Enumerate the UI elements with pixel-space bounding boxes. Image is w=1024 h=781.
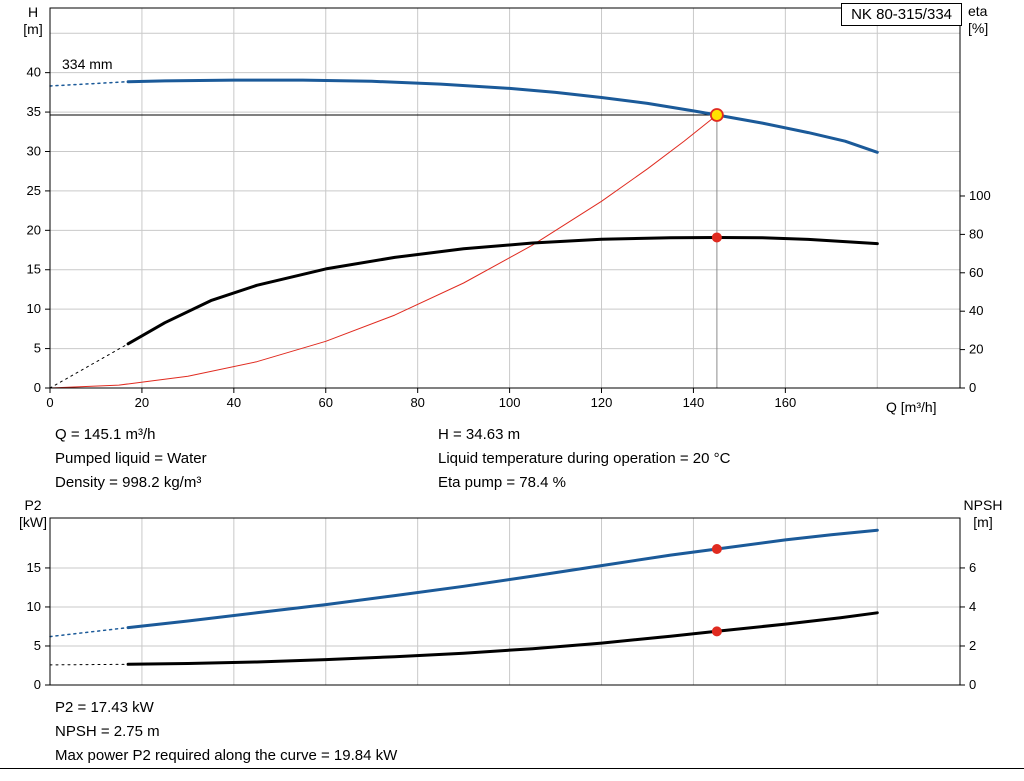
eta-point bbox=[711, 232, 722, 243]
p2-curve-dashed bbox=[49, 626, 129, 638]
y-tick-label: 30 bbox=[27, 143, 41, 158]
plot-frame bbox=[49, 517, 961, 686]
y2-tick-label: 100 bbox=[969, 188, 991, 203]
head-value-line: H = 34.63 m bbox=[438, 426, 521, 443]
y2-tick-label: 2 bbox=[969, 638, 976, 653]
plot-frame bbox=[49, 7, 961, 389]
y-tick-label: 0 bbox=[34, 380, 41, 395]
hq-eta-chart: 0 20 40 60 80 100 120 140 160 0 5 10 15 20 25 30 35 40 0 20… bbox=[27, 7, 991, 410]
npsh-axis-label: NPSH [m] bbox=[958, 497, 1008, 531]
npsh-axis-unit: [m] bbox=[973, 514, 993, 530]
density-line: Density = 998.2 kg/m³ bbox=[55, 474, 202, 491]
impeller-diameter-label: 334 mm bbox=[62, 56, 113, 72]
y2-tick-label: 6 bbox=[969, 560, 976, 575]
p2-curve bbox=[126, 528, 879, 630]
y-tick-label: 10 bbox=[27, 301, 41, 316]
x-tick-label: 100 bbox=[499, 395, 521, 410]
head-curve-dashed bbox=[49, 80, 129, 87]
pump-model-badge: NK 80-315/334 bbox=[841, 3, 962, 26]
duty-info-left-column: Q = 145.1 m³/h Pumped liquid = Water Den… bbox=[55, 423, 207, 495]
power-info-column: P2 = 17.43 kW NPSH = 2.75 m Max power P2… bbox=[55, 696, 397, 768]
duty-point bbox=[709, 108, 724, 122]
npsh-curve-dashed bbox=[49, 663, 129, 666]
y2-tick-label: 80 bbox=[969, 226, 983, 241]
power-axis-symbol: P2 bbox=[24, 497, 42, 513]
p2-npsh-chart: 0 5 10 15 0 2 4 6 bbox=[27, 517, 976, 692]
max-power-line: Max power P2 required along the curve = … bbox=[55, 747, 398, 764]
eta-curve-dashed bbox=[49, 343, 129, 389]
eta-pump-line: Eta pump = 78.4 % bbox=[438, 474, 566, 491]
system-curve bbox=[49, 114, 718, 389]
y2-tick-label: 20 bbox=[969, 342, 983, 357]
y-tick-label: 25 bbox=[27, 183, 41, 198]
temperature-line: Liquid temperature during operation = 20… bbox=[438, 450, 731, 467]
y-tick-label: 0 bbox=[34, 677, 41, 692]
head-axis-unit: [m] bbox=[23, 21, 43, 37]
eta-axis-label: eta [%] bbox=[968, 3, 1008, 37]
y2-tick-label: 4 bbox=[969, 599, 976, 614]
npsh-value-line: NPSH = 2.75 m bbox=[55, 723, 160, 740]
flow-axis-label: Q [m³/h] bbox=[886, 399, 937, 415]
eta-axis-symbol: eta bbox=[968, 3, 988, 19]
y-tick-label: 5 bbox=[34, 341, 41, 356]
y-tick-label: 15 bbox=[27, 560, 41, 575]
x-tick-label: 80 bbox=[410, 395, 424, 410]
npsh-curve bbox=[126, 611, 879, 666]
y-tick-label: 5 bbox=[34, 638, 41, 653]
y2-tick-label: 40 bbox=[969, 303, 983, 318]
x-tick-label: 60 bbox=[319, 395, 333, 410]
x-tick-label: 160 bbox=[775, 395, 797, 410]
y-tick-label: 20 bbox=[27, 222, 41, 237]
power-axis-unit: [kW] bbox=[19, 514, 47, 530]
y-tick-label: 15 bbox=[27, 262, 41, 277]
npsh-point bbox=[711, 626, 722, 637]
npsh-axis-symbol: NPSH bbox=[963, 497, 1003, 513]
p2-value-line: P2 = 17.43 kW bbox=[55, 699, 154, 716]
x-tick-label: 120 bbox=[591, 395, 613, 410]
p2-point bbox=[711, 543, 722, 554]
y-tick-label: 40 bbox=[27, 65, 41, 80]
x-tick-label: 40 bbox=[227, 395, 241, 410]
x-tick-label: 20 bbox=[135, 395, 149, 410]
y-tick-label: 35 bbox=[27, 104, 41, 119]
x-tick-label: 0 bbox=[46, 395, 53, 410]
pumped-liquid-line: Pumped liquid = Water bbox=[55, 450, 207, 467]
head-axis-symbol: H bbox=[27, 4, 39, 20]
eta-axis-unit: [%] bbox=[968, 20, 989, 36]
head-curve bbox=[126, 78, 879, 154]
head-axis-label: H [m] bbox=[16, 4, 50, 38]
flow-value-line: Q = 145.1 m³/h bbox=[55, 426, 156, 443]
y-tick-label: 10 bbox=[27, 599, 41, 614]
footer-divider bbox=[0, 768, 1024, 769]
duty-info-right-column: H = 34.63 m Liquid temperature during op… bbox=[438, 423, 730, 495]
eta-curve bbox=[126, 236, 879, 346]
x-tick-label: 140 bbox=[683, 395, 705, 410]
y2-tick-label: 60 bbox=[969, 265, 983, 280]
y2-tick-label: 0 bbox=[969, 380, 976, 395]
y2-tick-label: 0 bbox=[969, 677, 976, 692]
power-axis-label: P2 [kW] bbox=[16, 497, 50, 531]
